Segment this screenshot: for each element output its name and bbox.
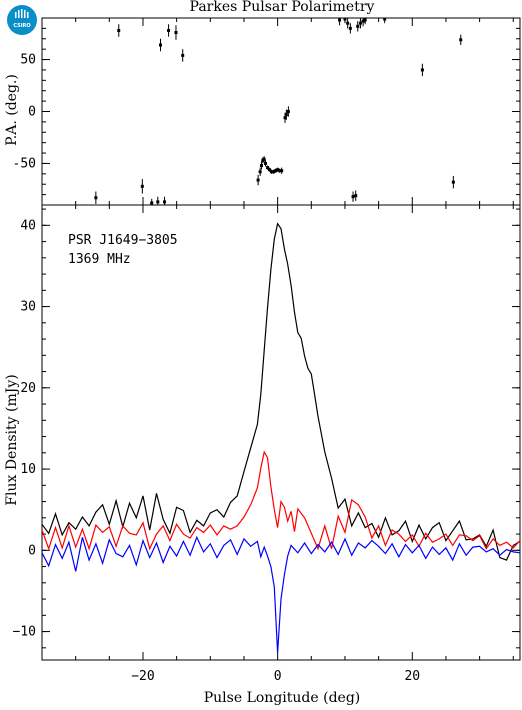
logo-text: CSIRO xyxy=(13,23,30,29)
pa-ytick-label: -50 xyxy=(13,156,36,171)
pa-point xyxy=(264,161,268,165)
pa-ytick-label: 0 xyxy=(28,105,36,120)
flux-xlabel: Pulse Longitude (deg) xyxy=(204,690,361,706)
pa-point xyxy=(262,157,266,161)
pa-point xyxy=(94,196,98,200)
pa-point xyxy=(351,195,355,199)
flux-ytick-label: 30 xyxy=(20,300,36,315)
linear-polarization-line xyxy=(41,450,521,551)
pa-point xyxy=(284,113,288,117)
pa-point xyxy=(278,169,282,173)
flux-ylabel: Flux Density (mJy) xyxy=(4,374,20,505)
pa-point xyxy=(354,194,358,198)
pa-frame xyxy=(41,17,521,206)
flux-ytick-label: 0 xyxy=(28,543,36,558)
flux-ytick-label: 40 xyxy=(20,218,36,233)
flux-panel: −10 0 10 20 30 40 −20 0 20 xyxy=(13,204,521,684)
pa-point xyxy=(451,180,455,184)
flux-frame xyxy=(41,204,521,661)
pa-point xyxy=(270,170,274,174)
pa-ylabel: P.A. (deg.) xyxy=(4,74,20,146)
pa-point xyxy=(346,21,350,25)
csiro-logo-icon: CSIRO xyxy=(7,5,37,35)
pa-point xyxy=(420,68,424,72)
pa-point xyxy=(174,31,178,35)
flux-ytick-label: −10 xyxy=(13,625,36,640)
pa-point xyxy=(383,17,387,21)
pa-point xyxy=(343,17,347,21)
pa-point xyxy=(272,170,276,174)
flux-xtick-label: −20 xyxy=(131,669,154,684)
pa-point xyxy=(361,19,365,23)
pa-point xyxy=(274,169,278,173)
flux-xtick-label: 20 xyxy=(404,669,420,684)
pa-point xyxy=(266,166,270,170)
pa-point xyxy=(167,28,171,32)
total-intensity-line xyxy=(41,222,521,561)
pa-point xyxy=(286,110,290,113)
pa-point xyxy=(338,18,342,22)
logo-circle xyxy=(7,5,37,35)
circular-polarization-line xyxy=(41,535,521,653)
pa-point xyxy=(356,24,360,28)
pa-point xyxy=(181,53,185,57)
pa-point xyxy=(158,43,162,47)
flux-xtick-label: 0 xyxy=(274,669,282,684)
frequency-annotation: 1369 MHz xyxy=(68,252,131,267)
pa-point xyxy=(163,200,167,204)
flux-ytick-label: 20 xyxy=(20,381,36,396)
pa-point xyxy=(276,168,280,172)
pa-point xyxy=(280,169,284,173)
chart-title: Parkes Pulsar Polarimetry xyxy=(190,0,375,15)
pa-point xyxy=(358,21,362,25)
pa-point xyxy=(459,38,463,42)
pa-point xyxy=(363,18,367,22)
pa-point xyxy=(258,170,262,174)
pa-point xyxy=(259,164,263,168)
pa-point xyxy=(268,168,272,172)
pa-point xyxy=(256,178,260,182)
pa-point xyxy=(117,28,121,32)
pa-point xyxy=(348,26,352,30)
pa-ytick-label: 50 xyxy=(20,53,36,68)
psr-name-annotation: PSR J1649−3805 xyxy=(68,233,178,248)
flux-ytick-label: 10 xyxy=(20,462,36,477)
pa-point xyxy=(140,184,144,188)
pa-point xyxy=(156,200,160,204)
pa-point xyxy=(283,116,287,120)
pa-point xyxy=(150,201,154,205)
pa-panel: -50 0 50 xyxy=(13,17,521,206)
